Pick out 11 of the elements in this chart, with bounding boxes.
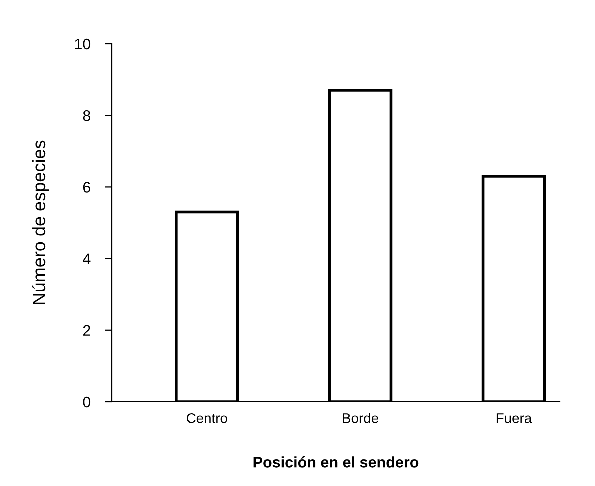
x-tick-label: Fuera [496, 414, 532, 424]
y-tick-label: 8 [83, 110, 91, 122]
y-tick-label: 2 [83, 325, 90, 336]
y-axis-title: Número de especies [32, 140, 50, 304]
y-tick-label: 4 [83, 254, 91, 264]
x-axis-title: Posición en el sendero [254, 456, 419, 468]
y-tick-label: 6 [83, 182, 90, 193]
y-tick-label: 10 [75, 38, 91, 50]
x-tick-label: Centro [186, 413, 228, 424]
x-tick-label: Borde [343, 413, 378, 424]
y-tick-label: 0 [83, 396, 91, 408]
